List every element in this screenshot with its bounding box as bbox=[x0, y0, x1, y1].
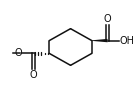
Text: O: O bbox=[14, 48, 22, 58]
Text: O: O bbox=[104, 14, 111, 24]
Text: OH: OH bbox=[119, 36, 134, 46]
Text: O: O bbox=[30, 70, 37, 80]
Polygon shape bbox=[92, 39, 108, 42]
